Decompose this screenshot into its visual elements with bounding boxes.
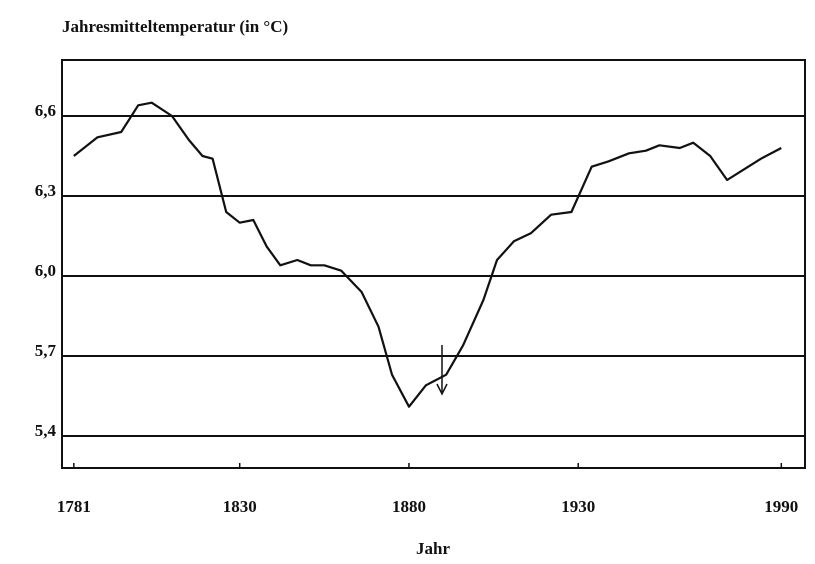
x-tick-label: 1930 <box>561 497 595 516</box>
chart-title: Jahresmitteltemperatur (in °C) <box>62 17 288 36</box>
x-tick-label: 1830 <box>223 497 257 516</box>
arrow-head <box>436 383 448 396</box>
y-tick-label: 5,7 <box>35 341 57 360</box>
y-tick-label: 6,0 <box>35 261 56 280</box>
x-tick-label: 1880 <box>392 497 426 516</box>
x-tick-label: 1781 <box>57 497 91 516</box>
y-tick-label: 6,3 <box>35 181 56 200</box>
plot-frame <box>61 59 806 469</box>
data-line <box>73 101 782 408</box>
y-tick-label: 5,4 <box>35 421 57 440</box>
y-tick-label: 6,6 <box>35 101 56 120</box>
x-axis-label: Jahr <box>416 539 450 558</box>
x-tick-label: 1990 <box>764 497 798 516</box>
